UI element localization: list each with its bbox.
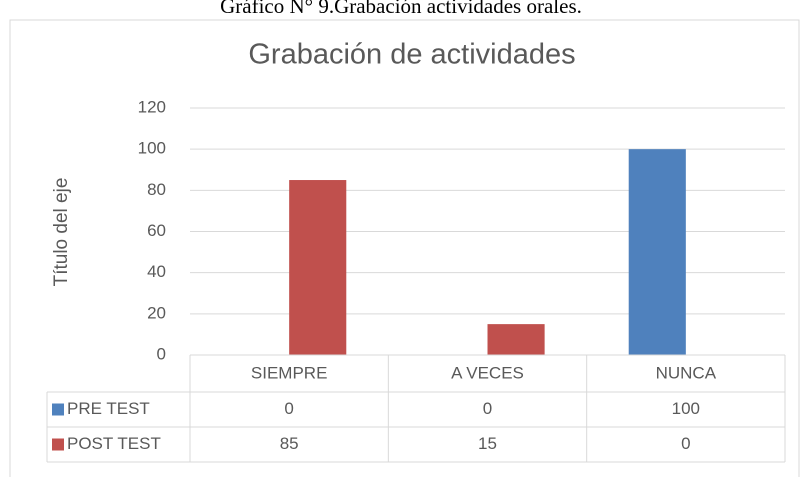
y-tick-label: 0 [157,344,166,363]
y-tick-label: 60 [147,221,166,240]
bar [289,180,347,355]
y-tick-label: 80 [147,180,166,199]
table-value: 100 [672,399,700,418]
y-tick-label: 120 [138,97,166,116]
y-tick-label: 40 [147,262,166,281]
y-tick-label: 20 [147,303,166,322]
table-value: 15 [478,434,497,453]
table-value: 0 [284,399,293,418]
table-value: 0 [483,399,492,418]
legend-swatch [52,403,64,416]
chart-border [9,19,800,477]
x-tick-label: NUNCA [656,363,717,382]
x-tick-label: SIEMPRE [251,363,328,382]
y-axis-title: Título del eje [51,178,72,287]
caption: Gráfico N° 9.Grabación actividades orale… [220,0,582,18]
legend-swatch [52,438,64,451]
table-value: 0 [681,434,690,453]
x-tick-label: A VECES [451,363,524,382]
bar [487,324,545,355]
chart-title: Grabación de actividades [248,39,575,71]
y-tick-label: 100 [138,139,166,158]
table-value: 85 [280,434,299,453]
legend-label: POST TEST [67,434,161,453]
legend-label: PRE TEST [67,399,150,418]
bar [628,149,686,355]
